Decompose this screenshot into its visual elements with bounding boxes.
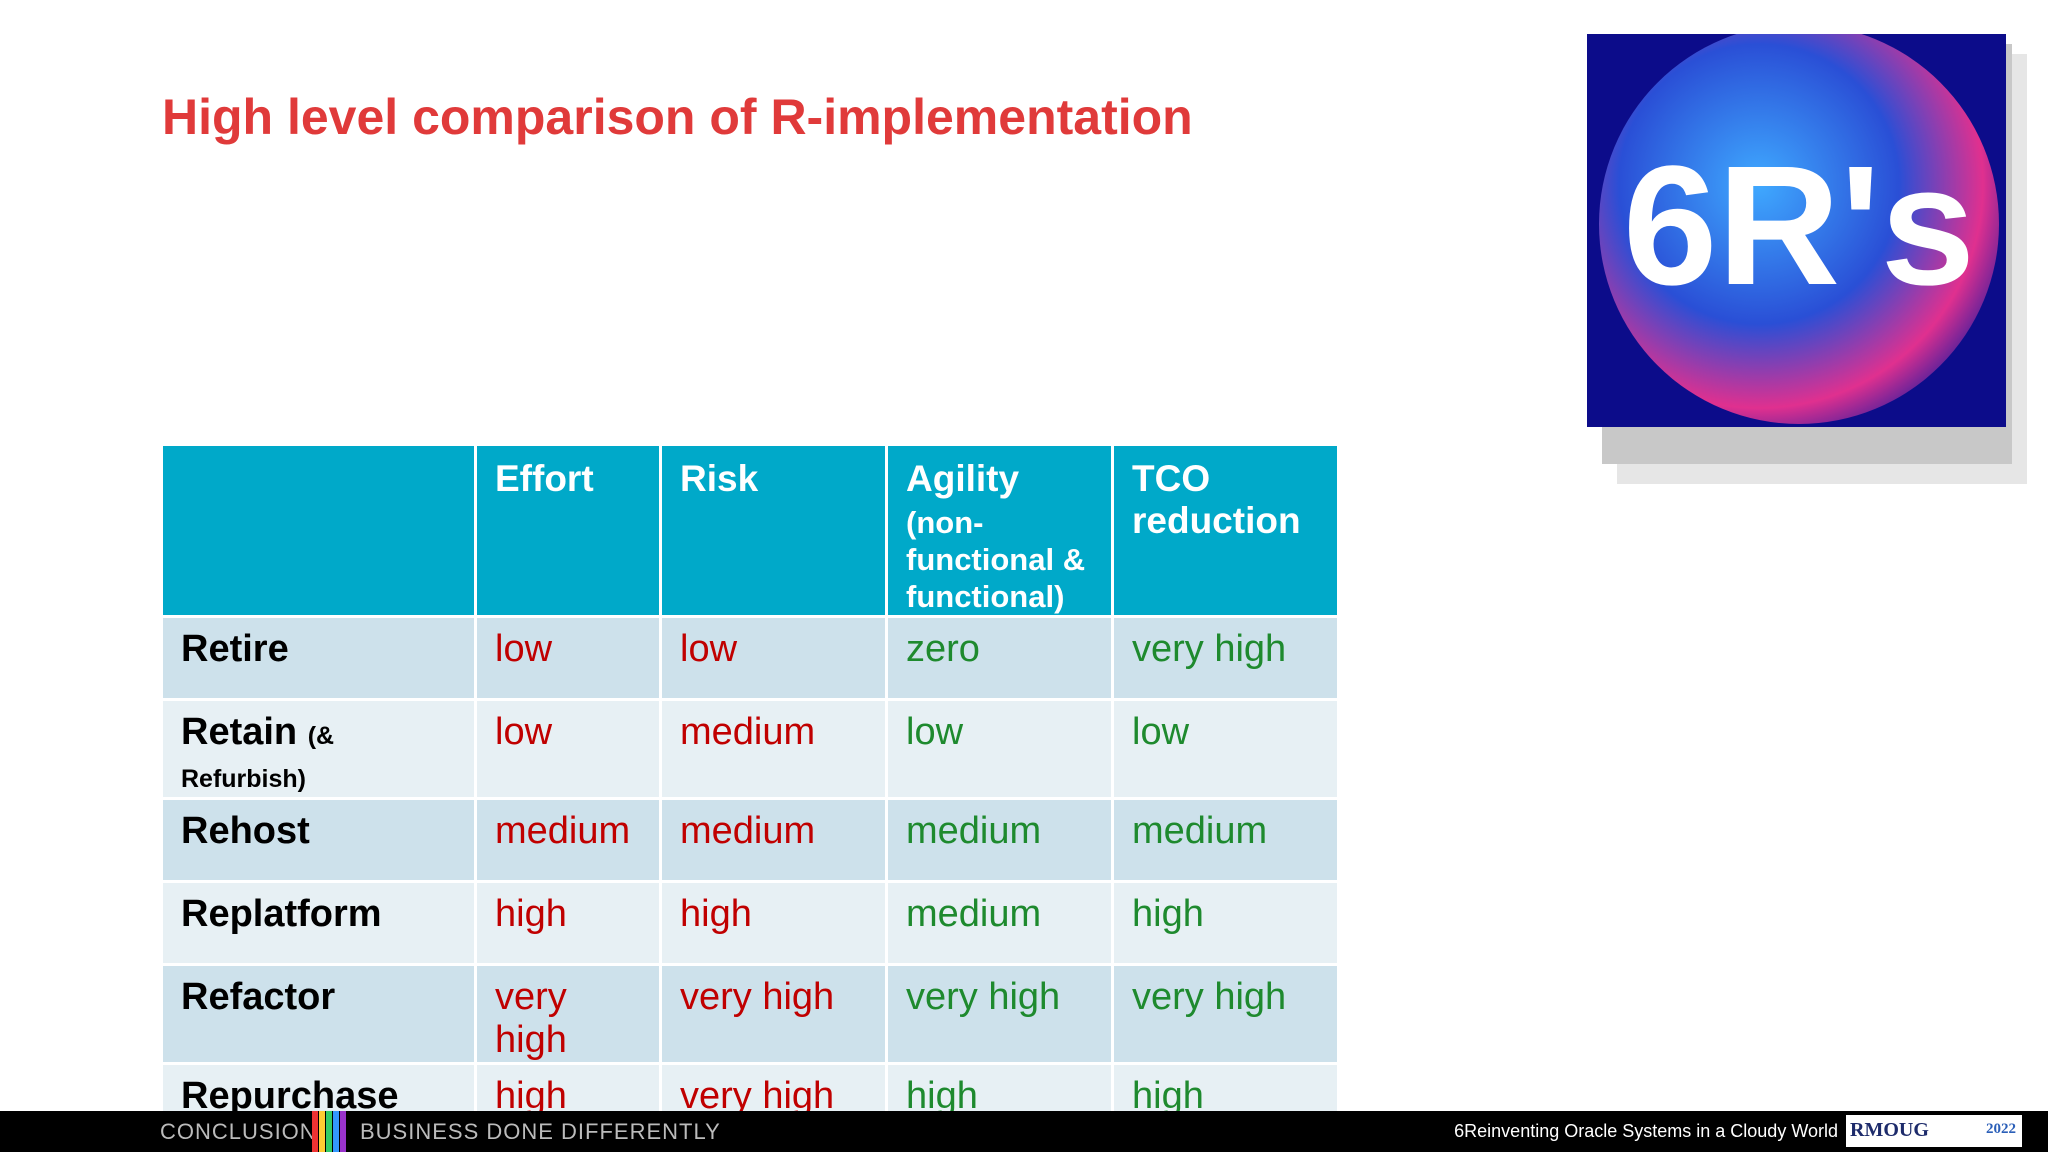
column-label: Effort (495, 458, 594, 499)
row-label-text: Refactor (181, 976, 336, 1018)
table-cell: very high (477, 966, 659, 1062)
table-cell: low (477, 701, 659, 797)
column-label: Agility (906, 458, 1020, 499)
row-label: Retain (& Refurbish) (163, 701, 474, 797)
table-cell: low (477, 618, 659, 698)
table-cell: very high (888, 966, 1111, 1062)
row-label-text: Retain (181, 711, 298, 753)
row-label: Replatform (163, 883, 474, 963)
table-cell: high (477, 883, 659, 963)
table-cell: medium (888, 800, 1111, 880)
corner-cell (163, 446, 474, 615)
column-label: TCO reduction (1132, 458, 1301, 541)
table-cell: very high (1114, 618, 1337, 698)
table-cell: medium (662, 800, 885, 880)
table-cell: low (662, 618, 885, 698)
image-text: 6R's (1623, 131, 1975, 321)
table-row: Rehost medium medium medium medium (163, 800, 1337, 880)
table-row: Retain (& Refurbish) low medium low low (163, 701, 1337, 797)
footer-section: CONCLUSION (160, 1119, 317, 1144)
row-label: Rehost (163, 800, 474, 880)
table-cell: medium (662, 701, 885, 797)
column-label: Risk (680, 458, 759, 499)
table-row: Retire low low zero very high (163, 618, 1337, 698)
row-label-text: Repurchase (181, 1075, 399, 1117)
footer-caption: 6Reinventing Oracle Systems in a Cloudy … (1454, 1121, 1838, 1141)
table-cell: low (888, 701, 1111, 797)
row-label-text: Rehost (181, 810, 310, 852)
column-sublabel: (non-functional & functional) (906, 505, 1086, 614)
table-cell: low (1114, 701, 1337, 797)
table-cell: very high (662, 966, 885, 1062)
table-row: Replatform high high medium high (163, 883, 1337, 963)
table-cell: medium (1114, 800, 1337, 880)
table-row: Refactor very high very high very high very … (163, 966, 1337, 1062)
column-header: Agility (non-functional & functional) (888, 446, 1111, 615)
table-cell: high (1114, 883, 1337, 963)
title-image: 6R's (1587, 34, 2027, 484)
row-label-text: Replatform (181, 893, 382, 935)
color-bars (312, 1111, 346, 1152)
footer-tagline: BUSINESS DONE DIFFERENTLY (360, 1119, 721, 1144)
row-sublabel: (& Refurbish) (181, 722, 335, 793)
table-cell: medium (888, 883, 1111, 963)
table-cell: very high (1114, 966, 1337, 1062)
column-header: Risk (662, 446, 885, 615)
row-label: Refactor (163, 966, 474, 1062)
footer: CONCLUSION BUSINESS DONE DIFFERENTLY 6Re… (0, 1111, 2048, 1152)
table-cell: high (662, 883, 885, 963)
comparison-table: Effort Risk Agility (non-functional & funct… (160, 443, 1340, 1148)
table-cell: medium (477, 800, 659, 880)
logo-year: 2022 (1986, 1121, 2016, 1137)
logo: RMOUG 2022 (1846, 1115, 2022, 1147)
column-header: TCO reduction (1114, 446, 1337, 615)
logo-text: RMOUG (1850, 1119, 1929, 1141)
table-cell: zero (888, 618, 1111, 698)
row-label: Retire (163, 618, 474, 698)
column-header: Effort (477, 446, 659, 615)
row-label-text: Retire (181, 628, 289, 670)
slide-title: High level comparison of R-implementatio… (162, 89, 1193, 145)
